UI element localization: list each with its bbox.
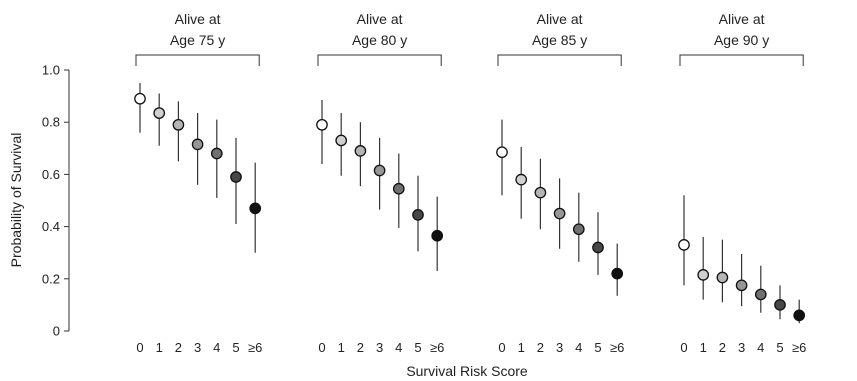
data-point [354,145,367,157]
x-tick-label: 0 [318,340,325,355]
data-point [553,207,566,220]
panel-2: Alive at Age 85 y 0 1 2 3 4 5 ≥6 [496,11,624,355]
data-point [534,186,547,199]
x-tick-label: 5 [232,340,239,355]
x-tick-label: 4 [575,340,582,355]
x-tick-label: 2 [719,340,726,355]
x-tick-label: 4 [757,340,764,355]
x-tick-label: 3 [738,340,745,355]
data-point [392,182,405,195]
x-tick-label: ≥6 [248,340,262,355]
data-point [572,223,585,236]
x-tick-label: 5 [414,340,421,355]
panel-label-line2: Age 80 y [352,32,407,48]
data-point [431,229,444,242]
panel-bracket [135,54,260,66]
panel-bracket [317,54,442,66]
x-tick-label: ≥6 [610,340,624,355]
x-tick-label: 1 [700,340,707,355]
data-point [412,209,424,221]
x-tick-label: 1 [518,340,525,355]
data-point [716,271,729,284]
panel-label-line2: Age 85 y [532,32,587,48]
data-point [373,164,386,177]
x-tick-label: 0 [498,340,505,355]
data-point [515,173,528,186]
y-tick-label: 0 [53,324,60,339]
x-tick-label: 5 [776,340,783,355]
panel-label-line1: Alive at [357,11,403,27]
y-tick-label: 0.4 [42,219,60,234]
x-tick-label: 2 [357,340,364,355]
panel-bracket [679,54,804,66]
data-point [210,147,223,160]
data-point [153,107,166,119]
panel-3: Alive at Age 90 y 0 1 2 3 4 5 ≥6 [678,11,806,355]
data-point [316,118,328,131]
x-tick-label: 3 [194,340,201,355]
data-point [191,138,204,151]
x-tick-label: 5 [594,340,601,355]
y-tick-label: 1.0 [42,63,60,78]
y-tick-label: 0.8 [42,115,60,130]
x-axis-title: Survival Risk Score [406,363,528,379]
x-tick-label: 3 [376,340,383,355]
data-point [335,134,348,147]
data-point [611,267,624,280]
x-tick-label: 3 [556,340,563,355]
panel-bracket [497,54,622,66]
x-tick-label: 1 [156,340,163,355]
y-tick-label: 0.6 [42,167,60,182]
data-point [134,92,146,105]
data-point [754,288,767,301]
x-tick-label: 1 [338,340,345,355]
panel-1: Alive at Age 80 y 0 1 2 3 4 5 ≥6 [316,11,444,355]
panel-label-line1: Alive at [175,11,221,27]
data-point [592,241,604,254]
panel-0: Alive at Age 75 y 0 1 2 3 4 5 ≥6 [134,11,262,355]
x-tick-label: 2 [537,340,544,355]
data-point [249,202,262,215]
x-tick-label: 4 [395,340,402,355]
panel-label-line2: Age 75 y [170,32,225,48]
panel-label-line1: Alive at [537,11,583,27]
x-tick-label: ≥6 [792,340,806,355]
panel-label-line1: Alive at [719,11,765,27]
x-tick-label: 0 [680,340,687,355]
x-tick-label: 2 [175,340,182,355]
data-point [735,279,748,292]
y-axis-title: Probability of Survival [8,133,24,268]
panel-label-line2: Age 90 y [714,32,769,48]
x-tick-label: 4 [213,340,220,355]
data-point [496,146,508,159]
data-point [678,239,690,251]
y-tick-label: 0.2 [42,271,60,286]
y-axis: 0 0.2 0.4 0.6 0.8 1.0 [42,63,70,339]
data-point [793,309,806,322]
data-point [697,269,710,281]
data-point [172,118,185,131]
data-point [774,299,786,311]
x-tick-label: ≥6 [430,340,444,355]
x-tick-label: 0 [136,340,143,355]
data-point [230,171,242,183]
